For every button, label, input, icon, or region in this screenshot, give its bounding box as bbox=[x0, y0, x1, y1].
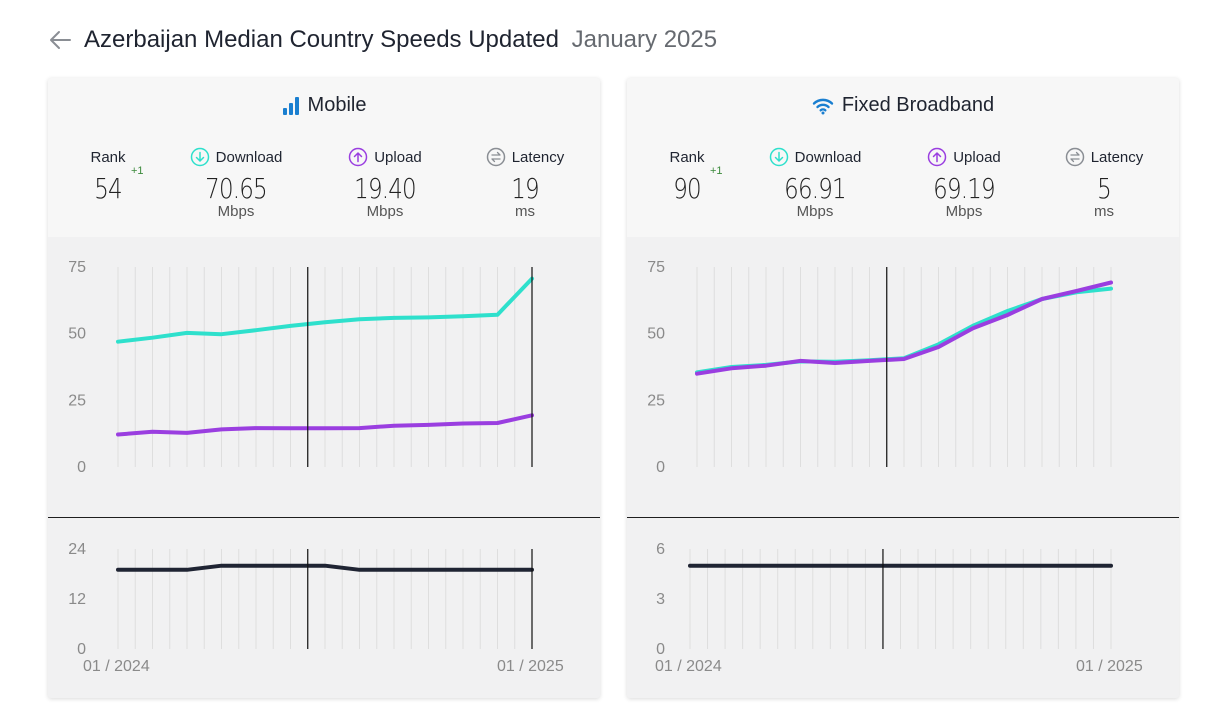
chart-divider bbox=[627, 517, 1179, 518]
fixed-latency-chart: 0 3 6 01 / 2024 01 / 2025 bbox=[655, 541, 1143, 675]
y-tick-label: 0 bbox=[77, 459, 86, 476]
rank-change-badge: +1 bbox=[710, 165, 723, 177]
upload-icon bbox=[927, 147, 947, 167]
upload-value: 19.40 bbox=[354, 172, 416, 205]
back-arrow-icon[interactable] bbox=[48, 27, 74, 53]
rank-change-badge: +1 bbox=[131, 165, 144, 177]
upload-series-line bbox=[116, 413, 534, 437]
mobile-card-title: Mobile bbox=[48, 94, 600, 117]
rank-label: Rank bbox=[669, 148, 705, 166]
x-tick-label: 01 / 2025 bbox=[1076, 658, 1143, 675]
mobile-summary: Mobile Rank 54 +1 Download 70.65 Mbps bbox=[48, 78, 600, 237]
upload-value: 69.19 bbox=[933, 172, 995, 205]
fixed-latency: Latency 5 ms bbox=[1049, 146, 1159, 220]
mobile-upload: Upload 19.40 Mbps bbox=[330, 146, 440, 220]
page-header: Azerbaijan Median Country Speeds Updated… bbox=[48, 22, 717, 58]
y-tick-label: 75 bbox=[647, 259, 665, 276]
upload-label: Upload bbox=[953, 148, 1001, 166]
y-tick-label: 0 bbox=[656, 641, 665, 658]
mobile-latency-chart: 0 12 24 01 / 2024 01 / 2025 bbox=[68, 541, 564, 675]
download-label: Download bbox=[794, 148, 862, 166]
latency-icon bbox=[1065, 147, 1084, 167]
y-tick-label: 25 bbox=[68, 392, 86, 409]
x-tick-label: 01 / 2024 bbox=[83, 658, 150, 675]
upload-unit: Mbps bbox=[945, 203, 983, 220]
latency-series-line bbox=[116, 563, 534, 572]
fixed-speed-chart: 0 25 50 75 bbox=[647, 259, 1113, 476]
mobile-rank: Rank 54 bbox=[78, 146, 138, 206]
y-tick-label: 50 bbox=[68, 326, 86, 343]
download-value: 70.65 bbox=[205, 172, 267, 205]
page-title: Azerbaijan Median Country Speeds Updated… bbox=[84, 26, 717, 54]
y-tick-label: 6 bbox=[656, 541, 665, 558]
fixed-card-title: Fixed Broadband bbox=[627, 94, 1179, 117]
x-tick-label: 01 / 2025 bbox=[497, 658, 564, 675]
download-unit: Mbps bbox=[217, 203, 255, 220]
fixed-upload: Upload 69.19 Mbps bbox=[909, 146, 1019, 220]
page-title-date: January 2025 bbox=[571, 26, 718, 53]
fixed-title-label: Fixed Broadband bbox=[841, 94, 995, 116]
y-tick-label: 24 bbox=[68, 541, 86, 558]
upload-label: Upload bbox=[374, 148, 422, 166]
fixed-summary: Fixed Broadband Rank 90 +1 Download 66.9… bbox=[627, 78, 1179, 237]
x-tick-label: 01 / 2024 bbox=[655, 658, 722, 675]
mobile-speed-chart: 0 25 50 75 bbox=[68, 259, 534, 476]
rank-value: 90 bbox=[673, 172, 701, 205]
wifi-icon bbox=[812, 98, 834, 114]
upload-unit: Mbps bbox=[366, 203, 404, 220]
fixed-download: Download 66.91 Mbps bbox=[755, 146, 875, 220]
download-icon bbox=[769, 147, 788, 167]
upload-series-line bbox=[695, 280, 1113, 376]
latency-value: 5 bbox=[1097, 172, 1112, 205]
y-tick-label: 50 bbox=[647, 326, 665, 343]
latency-label: Latency bbox=[1090, 148, 1144, 166]
rank-label: Rank bbox=[90, 148, 126, 166]
download-icon bbox=[190, 147, 209, 167]
y-tick-label: 0 bbox=[656, 459, 665, 476]
signal-bars-icon bbox=[282, 96, 299, 115]
y-tick-label: 75 bbox=[68, 259, 86, 276]
y-tick-label: 25 bbox=[647, 392, 665, 409]
download-label: Download bbox=[215, 148, 283, 166]
y-tick-label: 12 bbox=[68, 591, 86, 608]
latency-label: Latency bbox=[511, 148, 565, 166]
mobile-card: Mobile Rank 54 +1 Download 70.65 Mbps bbox=[48, 78, 600, 698]
download-value: 66.91 bbox=[784, 172, 846, 205]
mobile-title-label: Mobile bbox=[307, 94, 367, 116]
rank-value: 54 bbox=[94, 172, 122, 205]
y-tick-label: 0 bbox=[77, 641, 86, 658]
latency-unit: ms bbox=[515, 203, 535, 220]
mobile-latency: Latency 19 ms bbox=[470, 146, 580, 220]
fixed-broadband-card: Fixed Broadband Rank 90 +1 Download 66.9… bbox=[627, 78, 1179, 698]
fixed-rank: Rank 90 bbox=[657, 146, 717, 206]
y-tick-label: 3 bbox=[656, 591, 665, 608]
upload-icon bbox=[348, 147, 368, 167]
latency-unit: ms bbox=[1094, 203, 1114, 220]
latency-value: 19 bbox=[511, 172, 539, 205]
chart-divider bbox=[48, 517, 600, 518]
latency-icon bbox=[486, 147, 505, 167]
mobile-download: Download 70.65 Mbps bbox=[176, 146, 296, 220]
download-unit: Mbps bbox=[796, 203, 834, 220]
download-series-line bbox=[116, 276, 534, 344]
page-title-text: Azerbaijan Median Country Speeds Updated bbox=[84, 26, 559, 53]
